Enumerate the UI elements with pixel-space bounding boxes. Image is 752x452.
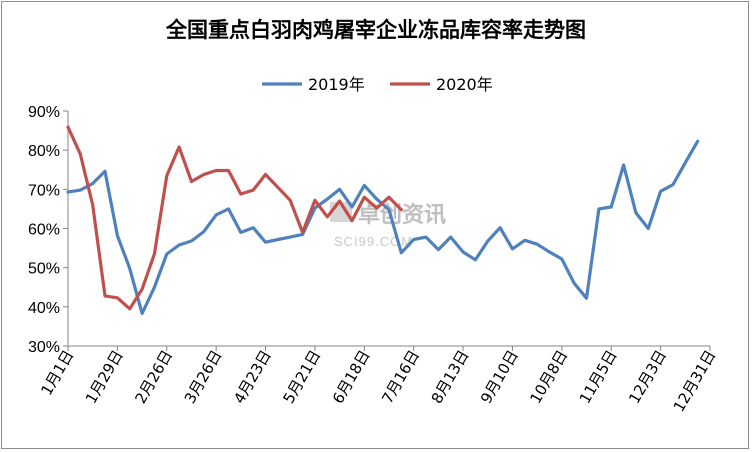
x-tick-label: 12月31日 — [670, 347, 720, 415]
y-tick-label: 30% — [28, 339, 60, 356]
y-tick-label: 70% — [28, 182, 60, 199]
x-tick-label: 10月8日 — [526, 347, 571, 407]
y-tick-label: 40% — [28, 300, 60, 317]
x-tick-label: 11月5日 — [576, 347, 621, 407]
chart-title: 全国重点白羽肉鸡屠宰企业冻品库容率走势图 — [166, 17, 586, 42]
watermark: 卓创资讯 SCI99.COM — [330, 202, 446, 249]
x-tick-label: 3月26日 — [181, 347, 226, 407]
x-tick-label: 2月26日 — [131, 347, 176, 407]
y-tick-label: 50% — [28, 261, 60, 278]
x-tick-label: 5月21日 — [279, 347, 324, 407]
legend-label: 2020年 — [436, 75, 493, 94]
axes: 30%40%50%60%70%80%90%1月1日 1月29日 2月26日 3月26日… — [28, 104, 719, 415]
x-tick-label: 1月29日 — [82, 347, 127, 407]
y-tick-label: 80% — [28, 143, 60, 160]
x-tick-label: 4月23日 — [230, 347, 275, 407]
series-lines — [66, 125, 700, 316]
x-tick-label: 6月18日 — [329, 347, 374, 407]
legend-label: 2019年 — [308, 75, 365, 94]
watermark-subtext: SCI99.COM — [334, 234, 413, 249]
y-tick-label: 60% — [28, 222, 60, 239]
y-tick-label: 90% — [28, 104, 60, 121]
series-line-2 — [66, 125, 403, 311]
watermark-text: 卓创资讯 — [358, 203, 446, 228]
x-tick-label: 9月10日 — [477, 347, 522, 407]
x-tick-label: 7月16日 — [378, 347, 423, 407]
x-tick-label: 12月3日 — [625, 347, 670, 407]
x-tick-label: 8月13日 — [428, 347, 473, 407]
legend: 2019年 2020年 — [262, 75, 493, 94]
